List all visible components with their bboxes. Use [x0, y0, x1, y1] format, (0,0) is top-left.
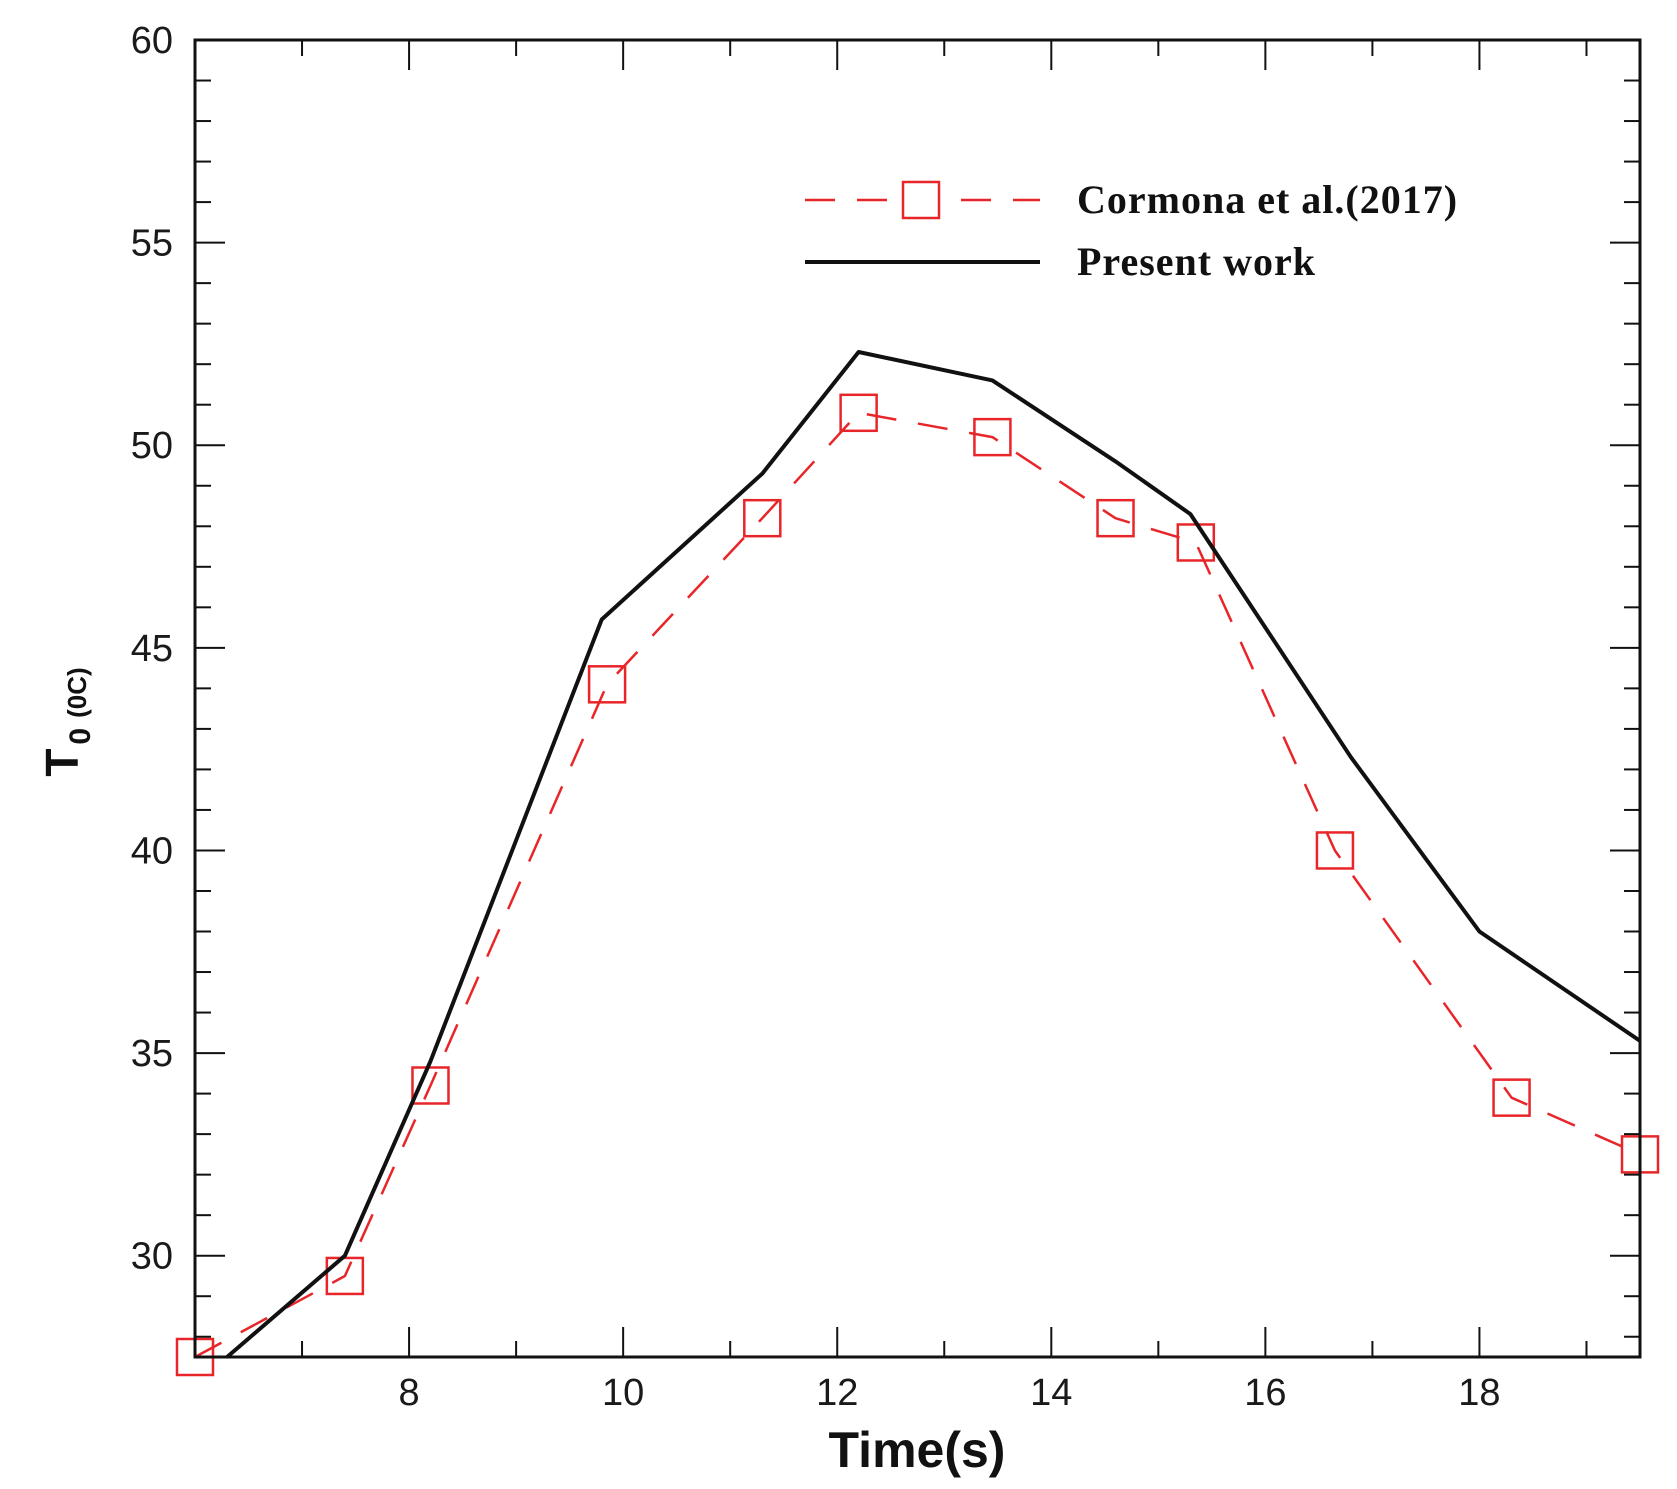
data-point-marker	[411, 1066, 450, 1105]
series-line-present	[225, 350, 1642, 1359]
legend: Cormona et al.(2017) Present work	[805, 177, 1458, 284]
y-axis-title-subscript: 0	[64, 728, 97, 745]
data-point-marker	[1096, 498, 1135, 538]
data-point-marker	[743, 498, 782, 538]
x-tick-label: 14	[1030, 1372, 1072, 1414]
y-tick-label: 50	[131, 425, 173, 467]
data-point-marker	[839, 393, 878, 433]
legend-marker-cormona	[901, 180, 941, 220]
x-tick-label: 16	[1244, 1372, 1286, 1414]
y-tick-label: 60	[131, 20, 173, 62]
data-point-marker	[1315, 831, 1355, 870]
y-tick-label: 35	[131, 1033, 173, 1075]
svg-text:T0(0C): T 0 (0C)	[36, 667, 97, 776]
x-tick-label: 8	[399, 1372, 420, 1414]
plot-frame	[193, 38, 1642, 1359]
legend-label-cormona: Cormona et al.(2017)	[1077, 177, 1458, 222]
x-tick-label: 18	[1458, 1372, 1500, 1414]
ticks-layer	[194, 39, 1640, 1357]
x-tick-label: 12	[816, 1372, 858, 1414]
y-axis-title-unit: (0C)	[62, 667, 92, 718]
series-line-cormona	[194, 411, 1641, 1359]
tick-labels: 8 10 12 14 16 18 30 35 40 45 50 55 60	[131, 20, 1501, 1414]
x-tick-label: 10	[602, 1372, 644, 1414]
x-axis-title: Time(s)	[829, 1422, 1006, 1478]
data-point-marker	[973, 417, 1012, 457]
data-point-marker	[587, 665, 627, 704]
data-point-marker	[1492, 1078, 1531, 1117]
y-axis-title-main: T	[36, 749, 88, 777]
y-tick-label: 30	[131, 1236, 173, 1278]
series-layer	[175, 350, 1660, 1377]
y-tick-label: 40	[131, 830, 173, 872]
y-axis-title: T 0 (0C)	[36, 667, 97, 776]
legend-label-present: Present work	[1077, 239, 1316, 284]
y-tick-label: 55	[131, 223, 173, 265]
y-tick-label: 45	[131, 628, 173, 670]
